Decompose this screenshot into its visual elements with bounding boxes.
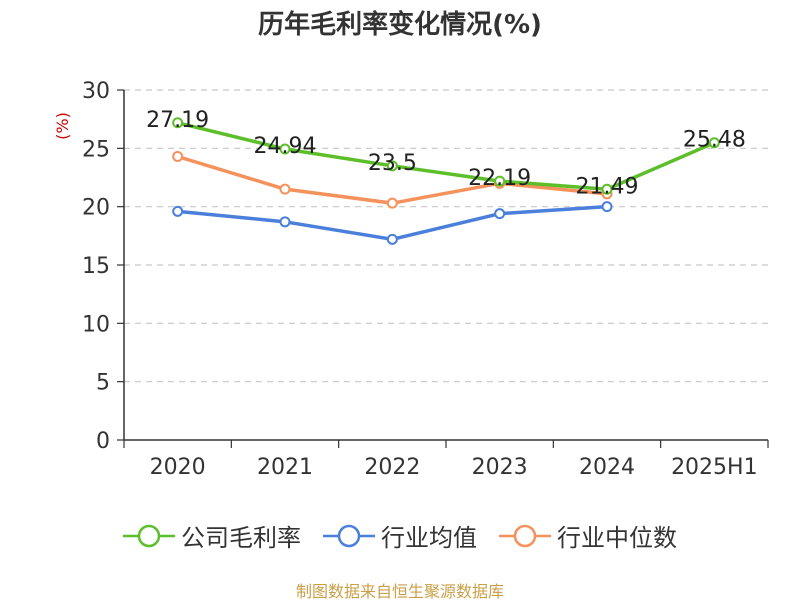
y-axis-label: (%) xyxy=(53,112,72,140)
y-tick-label: 10 xyxy=(82,312,110,337)
data-point xyxy=(279,183,291,195)
legend-line-circle-icon xyxy=(123,524,175,547)
legend-label: 公司毛利率 xyxy=(181,524,301,552)
y-tick-label: 30 xyxy=(82,79,110,104)
data-point xyxy=(601,183,613,195)
x-tick-label: 2025H1 xyxy=(671,455,758,480)
source-note: 制图数据来自恒生聚源数据库 xyxy=(295,582,504,600)
data-point xyxy=(494,175,506,187)
data-point xyxy=(172,117,184,129)
data-point xyxy=(386,233,398,245)
data-label: 23.5 xyxy=(368,151,417,176)
x-tick-label: 2022 xyxy=(364,455,420,480)
data-point xyxy=(386,160,398,172)
legend: 公司毛利率 行业均值 行业中位数 xyxy=(0,518,800,553)
data-label: 25.48 xyxy=(683,128,746,153)
y-tick-label: 15 xyxy=(82,254,110,279)
data-label: 27.19 xyxy=(146,108,209,133)
legend-line-circle-icon xyxy=(499,524,551,547)
data-point xyxy=(601,201,613,213)
x-tick-label: 2021 xyxy=(257,455,313,480)
data-point xyxy=(279,143,291,155)
legend-label: 行业均值 xyxy=(381,524,477,552)
data-point xyxy=(279,216,291,228)
y-tick-label: 5 xyxy=(96,371,110,396)
data-point xyxy=(386,197,398,209)
data-label: 24.94 xyxy=(254,134,317,159)
y-tick-label: 0 xyxy=(96,429,110,454)
data-point xyxy=(708,137,720,149)
x-tick-label: 2024 xyxy=(579,455,635,480)
x-tick-label: 2023 xyxy=(472,455,528,480)
series-line xyxy=(177,121,716,192)
line-chart: 0 5 10 15 20 25 30 2020 2021 2022 2023 2024 2025H1 (%… xyxy=(53,79,769,480)
y-tick-label: 20 xyxy=(82,196,110,221)
chart-title: 历年毛利率变化情况(%) xyxy=(258,10,542,40)
data-label: 22.19 xyxy=(468,166,531,191)
data-point xyxy=(494,208,506,220)
legend-item[interactable]: 公司毛利率 xyxy=(123,518,301,553)
legend-item[interactable]: 行业中位数 xyxy=(499,518,677,553)
legend-label: 行业中位数 xyxy=(557,524,677,552)
data-label: 21.49 xyxy=(576,174,639,199)
data-point xyxy=(172,151,184,162)
data-point xyxy=(172,205,184,217)
legend-line-circle-icon xyxy=(323,524,375,547)
legend-item[interactable]: 行业均值 xyxy=(323,518,477,553)
x-tick-label: 2020 xyxy=(150,455,206,480)
y-tick-label: 25 xyxy=(82,137,110,162)
